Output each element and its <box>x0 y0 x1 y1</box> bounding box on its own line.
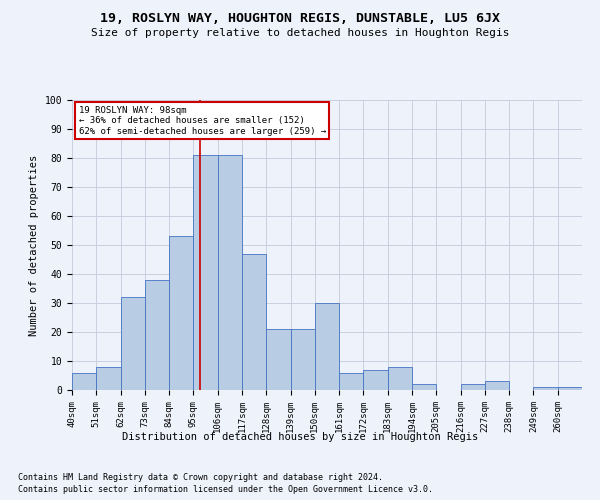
Text: 19, ROSLYN WAY, HOUGHTON REGIS, DUNSTABLE, LU5 6JX: 19, ROSLYN WAY, HOUGHTON REGIS, DUNSTABL… <box>100 12 500 26</box>
Bar <box>218 155 242 390</box>
Bar <box>121 297 145 390</box>
Bar <box>339 372 364 390</box>
Text: Contains public sector information licensed under the Open Government Licence v3: Contains public sector information licen… <box>18 485 433 494</box>
Bar <box>193 155 218 390</box>
Bar <box>412 384 436 390</box>
Y-axis label: Number of detached properties: Number of detached properties <box>29 154 39 336</box>
Text: Distribution of detached houses by size in Houghton Regis: Distribution of detached houses by size … <box>122 432 478 442</box>
Bar <box>485 382 509 390</box>
Text: Contains HM Land Registry data © Crown copyright and database right 2024.: Contains HM Land Registry data © Crown c… <box>18 472 383 482</box>
Bar <box>290 329 315 390</box>
Bar <box>145 280 169 390</box>
Text: 19 ROSLYN WAY: 98sqm
← 36% of detached houses are smaller (152)
62% of semi-deta: 19 ROSLYN WAY: 98sqm ← 36% of detached h… <box>79 106 326 136</box>
Bar <box>96 367 121 390</box>
Bar <box>315 303 339 390</box>
Bar <box>558 387 582 390</box>
Bar <box>266 329 290 390</box>
Bar <box>364 370 388 390</box>
Text: Size of property relative to detached houses in Houghton Regis: Size of property relative to detached ho… <box>91 28 509 38</box>
Bar <box>533 387 558 390</box>
Bar <box>461 384 485 390</box>
Bar <box>242 254 266 390</box>
Bar <box>388 367 412 390</box>
Bar <box>72 372 96 390</box>
Bar <box>169 236 193 390</box>
